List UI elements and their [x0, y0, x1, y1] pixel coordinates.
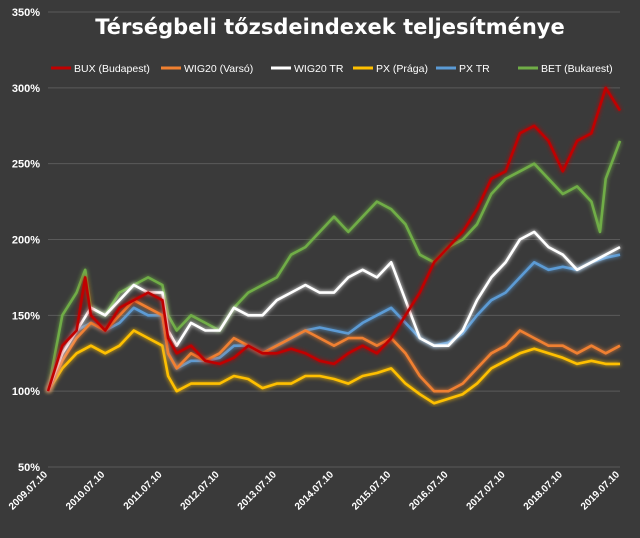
y-tick-label: 150%	[12, 310, 40, 322]
series-line	[46, 253, 621, 392]
legend-label: BUX (Budapest)	[74, 63, 150, 75]
series-line	[46, 298, 621, 393]
legend-label: BET (Bukarest)	[541, 63, 613, 75]
y-axis-ticks: 50% 100% 150% 200% 250% 300% 350%	[12, 7, 40, 474]
x-axis-ticks: 2009.07.10 2010.07.10 2011.07.10 2012.07.10…	[7, 469, 622, 512]
x-tick-label: 2009.07.10	[7, 469, 50, 512]
y-tick-label: 50%	[18, 462, 40, 474]
series-line	[46, 140, 622, 392]
x-tick-label: 2018.07.10	[522, 469, 565, 512]
grid-lines	[48, 11, 620, 468]
x-tick-label: 2012.07.10	[179, 469, 222, 512]
x-tick-label: 2016.07.10	[407, 469, 450, 512]
legend-label: PX TR	[459, 63, 490, 75]
x-tick-label: 2017.07.10	[465, 469, 508, 512]
y-tick-label: 300%	[12, 83, 40, 95]
x-tick-label: 2011.07.10	[122, 469, 165, 512]
series-line	[46, 86, 622, 392]
legend-label: PX (Prága)	[376, 63, 428, 75]
series-line	[46, 329, 620, 405]
x-tick-label: 2010.07.10	[64, 469, 107, 512]
x-tick-label: 2013.07.10	[236, 469, 279, 512]
legend-label: WIG20 TR	[294, 63, 344, 75]
y-tick-label: 100%	[12, 386, 40, 398]
chart-title: Térségbeli tőzsdeindexek teljesítménye	[95, 15, 565, 39]
x-tick-label: 2015.07.10	[350, 469, 393, 512]
series-lines	[46, 86, 622, 405]
x-tick-label: 2019.07.10	[579, 469, 622, 512]
y-tick-label: 350%	[12, 7, 40, 19]
x-tick-label: 2014.07.10	[293, 469, 336, 512]
y-tick-label: 250%	[12, 159, 40, 171]
legend-label: WIG20 (Varsó)	[184, 63, 253, 75]
y-tick-label: 200%	[12, 235, 40, 247]
legend: BUX (Budapest) WIG20 (Varsó) WIG20 TR PX (P…	[51, 63, 613, 75]
series-line	[46, 230, 621, 392]
